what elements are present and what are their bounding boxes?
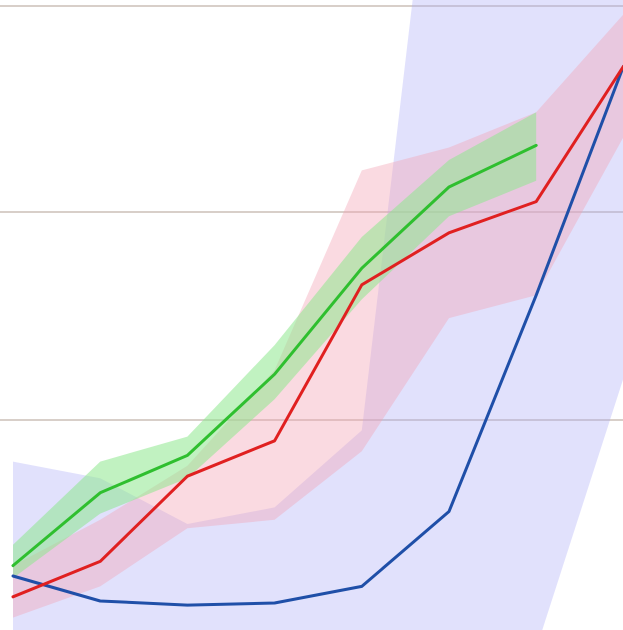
grid-layer bbox=[0, 5, 623, 421]
line-layer bbox=[11, 64, 623, 607]
series-line-green bbox=[11, 143, 538, 568]
series-line-blue bbox=[11, 64, 623, 607]
band-layer bbox=[13, 0, 623, 630]
series-line-red bbox=[11, 64, 623, 599]
